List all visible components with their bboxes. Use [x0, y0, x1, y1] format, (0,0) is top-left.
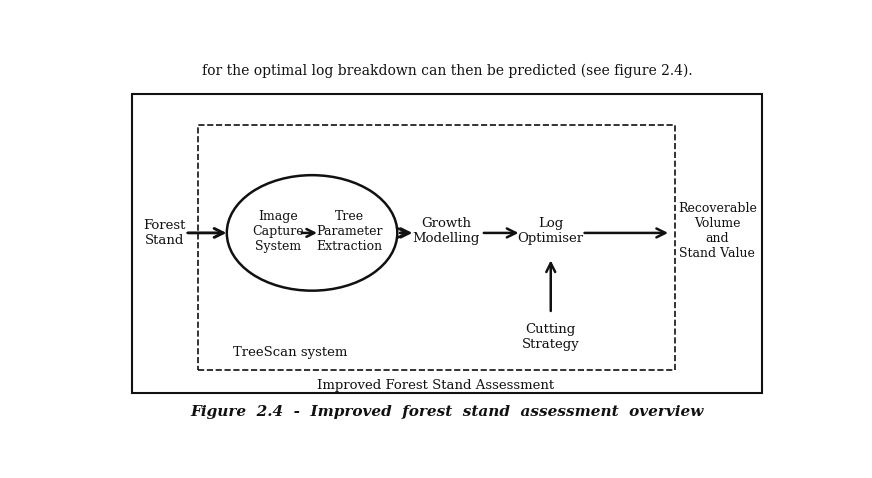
Text: Growth
Modelling: Growth Modelling	[412, 217, 480, 245]
Bar	[133, 94, 761, 393]
Text: Tree
Parameter
Extraction: Tree Parameter Extraction	[316, 210, 383, 253]
Text: Image
Capture
System: Image Capture System	[252, 210, 303, 253]
Text: Improved Forest Stand Assessment: Improved Forest Stand Assessment	[317, 379, 555, 392]
Text: Forest
Stand: Forest Stand	[144, 219, 186, 247]
Text: for the optimal log breakdown can then be predicted (see figure 2.4).: for the optimal log breakdown can then b…	[201, 64, 692, 78]
Text: Figure  2.4  -  Improved  forest  stand  assessment  overview: Figure 2.4 - Improved forest stand asses…	[190, 404, 704, 419]
Bar	[198, 125, 675, 370]
Text: Log
Optimiser: Log Optimiser	[518, 217, 584, 245]
Ellipse shape	[227, 175, 398, 291]
Text: Cutting
Strategy: Cutting Strategy	[521, 323, 580, 351]
Text: Recoverable
Volume
and
Stand Value: Recoverable Volume and Stand Value	[678, 202, 757, 261]
Text: TreeScan system: TreeScan system	[233, 346, 347, 359]
